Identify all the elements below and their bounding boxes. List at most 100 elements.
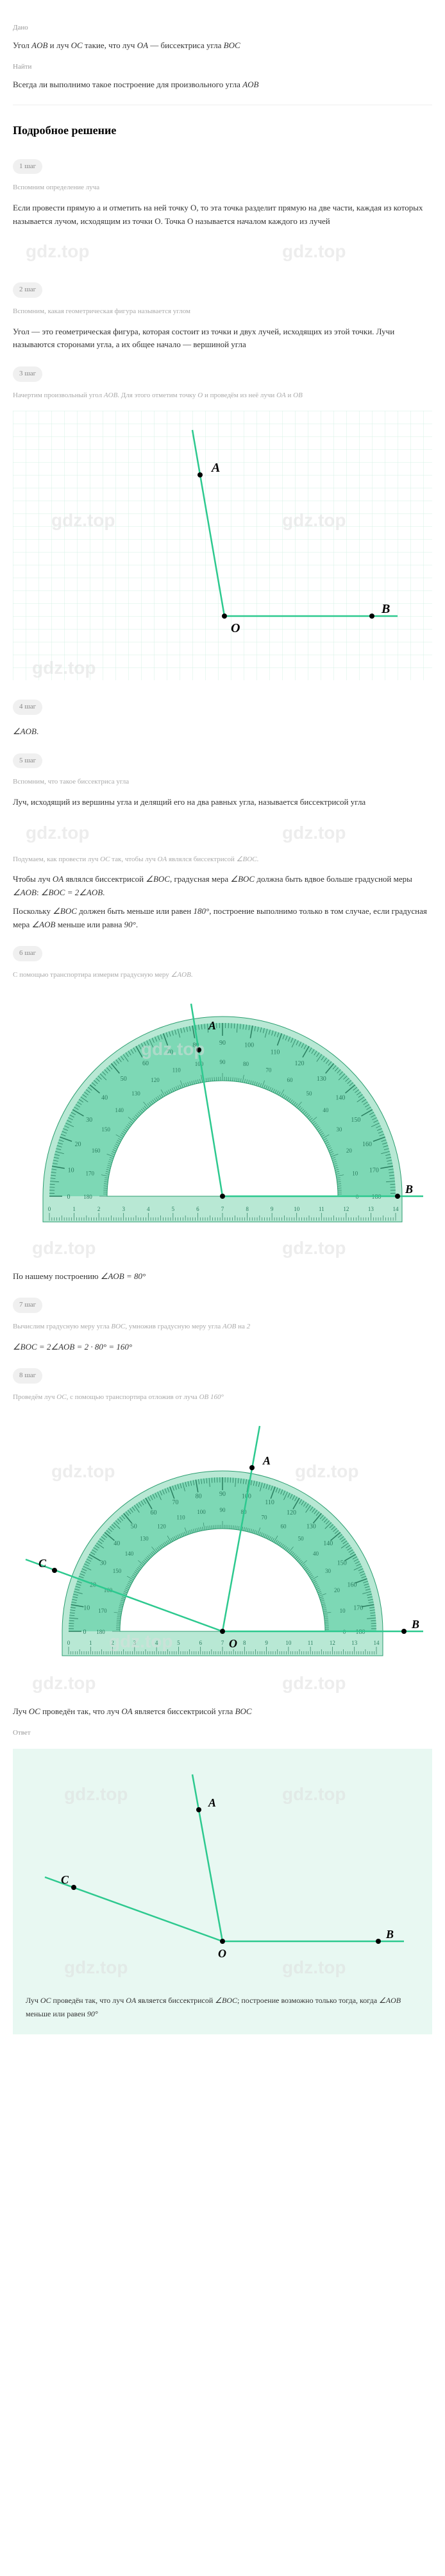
svg-text:140: 140	[115, 1107, 124, 1113]
svg-text:9: 9	[271, 1206, 274, 1212]
watermark-row-2: gdz.top gdz.top	[13, 819, 432, 845]
svg-text:10: 10	[294, 1206, 300, 1212]
given-label: Дано	[13, 22, 432, 34]
svg-text:1: 1	[89, 1640, 92, 1646]
svg-text:120: 120	[287, 1509, 296, 1516]
svg-text:160: 160	[348, 1581, 357, 1588]
svg-text:150: 150	[101, 1126, 110, 1133]
svg-text:gdz.top: gdz.top	[32, 1238, 96, 1258]
svg-text:C: C	[38, 1557, 47, 1570]
svg-text:50: 50	[306, 1090, 312, 1097]
svg-text:14: 14	[393, 1206, 399, 1212]
svg-text:gdz.top: gdz.top	[51, 510, 115, 530]
svg-text:gdz.top: gdz.top	[295, 1461, 359, 1481]
step-desc-6: С помощью транспортира измерим градусную…	[13, 970, 432, 981]
svg-text:2: 2	[97, 1206, 101, 1212]
svg-text:10: 10	[340, 1608, 346, 1614]
svg-text:110: 110	[271, 1049, 280, 1056]
svg-text:50: 50	[298, 1535, 305, 1541]
svg-text:10: 10	[285, 1640, 292, 1646]
step-text-2: Угол — это геометрическая фигура, котора…	[13, 325, 432, 352]
svg-text:70: 70	[261, 1514, 267, 1520]
step-desc-7: Вычислим градусную меру угла BOC, умножи…	[13, 1321, 432, 1333]
svg-text:gdz.top: gdz.top	[64, 1784, 128, 1804]
svg-text:0: 0	[48, 1206, 51, 1212]
svg-text:120: 120	[295, 1060, 305, 1067]
step-badge-4: 4 шаг	[13, 700, 42, 715]
svg-text:180: 180	[96, 1629, 105, 1635]
find-text: Всегда ли выполнимо такое построение для…	[13, 78, 432, 92]
step-text-5: Луч, исходящий из вершины угла и делящий…	[13, 796, 432, 809]
svg-text:100: 100	[197, 1509, 206, 1515]
svg-text:B: B	[385, 1928, 394, 1941]
svg-text:20: 20	[334, 1587, 340, 1593]
svg-text:4: 4	[147, 1206, 150, 1212]
svg-text:170: 170	[98, 1608, 107, 1614]
step-badge-7: 7 шаг	[13, 1298, 42, 1313]
svg-text:100: 100	[244, 1042, 254, 1049]
svg-text:60: 60	[151, 1509, 157, 1516]
svg-text:C: C	[61, 1873, 69, 1886]
step-badge-5: 5 шаг	[13, 753, 42, 769]
svg-text:B: B	[405, 1183, 413, 1196]
step-text-1: Если провести прямую a и отметить на ней…	[13, 202, 432, 228]
svg-text:90: 90	[219, 1491, 226, 1498]
svg-text:gdz.top: gdz.top	[32, 1673, 96, 1693]
svg-text:90: 90	[220, 1059, 226, 1065]
svg-text:60: 60	[142, 1060, 149, 1067]
svg-text:40: 40	[323, 1107, 329, 1113]
svg-text:10: 10	[68, 1167, 74, 1174]
svg-text:7: 7	[221, 1206, 224, 1212]
svg-text:O: O	[229, 1637, 237, 1650]
svg-text:B: B	[411, 1618, 419, 1631]
svg-text:0: 0	[67, 1194, 71, 1201]
svg-text:11: 11	[308, 1640, 314, 1646]
svg-text:gdz.top: gdz.top	[141, 1039, 205, 1059]
svg-text:3: 3	[122, 1206, 125, 1212]
svg-text:gdz.top: gdz.top	[282, 1673, 346, 1693]
svg-text:gdz.top: gdz.top	[282, 510, 346, 530]
step-badge-3: 3 шаг	[13, 366, 42, 382]
answer-label: Ответ	[13, 1728, 432, 1739]
step-desc-2: Вспомним, какая геометрическая фигура на…	[13, 306, 432, 318]
find-label: Найти	[13, 62, 432, 73]
svg-text:170: 170	[85, 1170, 94, 1176]
svg-text:70: 70	[265, 1067, 272, 1073]
svg-text:6: 6	[196, 1206, 199, 1212]
diagram-angle-aob: A B O gdz.top gdz.top gdz.top	[13, 411, 432, 680]
svg-text:30: 30	[325, 1568, 331, 1574]
svg-text:110: 110	[265, 1499, 274, 1506]
svg-text:150: 150	[113, 1568, 122, 1574]
svg-text:B: B	[381, 602, 390, 616]
svg-text:60: 60	[281, 1523, 287, 1529]
step-desc-5: Вспомним, что такое биссектриса угла	[13, 777, 432, 788]
svg-text:A: A	[208, 1796, 216, 1809]
diagram-protractor-1: 0180101702016030150401405013060120701108…	[13, 991, 432, 1260]
svg-text:90: 90	[220, 1507, 226, 1513]
svg-text:150: 150	[351, 1117, 360, 1124]
svg-text:12: 12	[330, 1640, 335, 1646]
step8-result: Луч OC проведён так, что луч OA является…	[13, 1705, 432, 1719]
svg-text:A: A	[210, 461, 220, 475]
svg-text:170: 170	[353, 1604, 363, 1611]
svg-text:20: 20	[346, 1147, 353, 1154]
svg-text:140: 140	[323, 1540, 333, 1547]
svg-text:13: 13	[351, 1640, 358, 1646]
svg-text:20: 20	[74, 1141, 81, 1148]
svg-text:80: 80	[243, 1061, 249, 1067]
svg-text:A: A	[208, 1019, 216, 1032]
svg-text:60: 60	[287, 1077, 294, 1083]
svg-text:110: 110	[176, 1514, 185, 1520]
svg-text:180: 180	[372, 1194, 382, 1201]
diagram-protractor-2: 0180101702016030150401405013060120701108…	[13, 1413, 432, 1696]
svg-text:110: 110	[172, 1067, 181, 1073]
svg-text:13: 13	[368, 1206, 374, 1212]
answer-box: A B C O gdz.top gdz.top gdz.top gdz.top …	[13, 1749, 432, 2034]
svg-text:180: 180	[356, 1629, 365, 1636]
svg-text:120: 120	[157, 1523, 166, 1529]
svg-text:5: 5	[177, 1640, 180, 1646]
svg-text:80: 80	[196, 1493, 202, 1500]
answer-diagram: A B C O gdz.top gdz.top gdz.top gdz.top	[26, 1762, 419, 1980]
svg-text:11: 11	[319, 1206, 324, 1212]
svg-text:170: 170	[369, 1167, 379, 1174]
